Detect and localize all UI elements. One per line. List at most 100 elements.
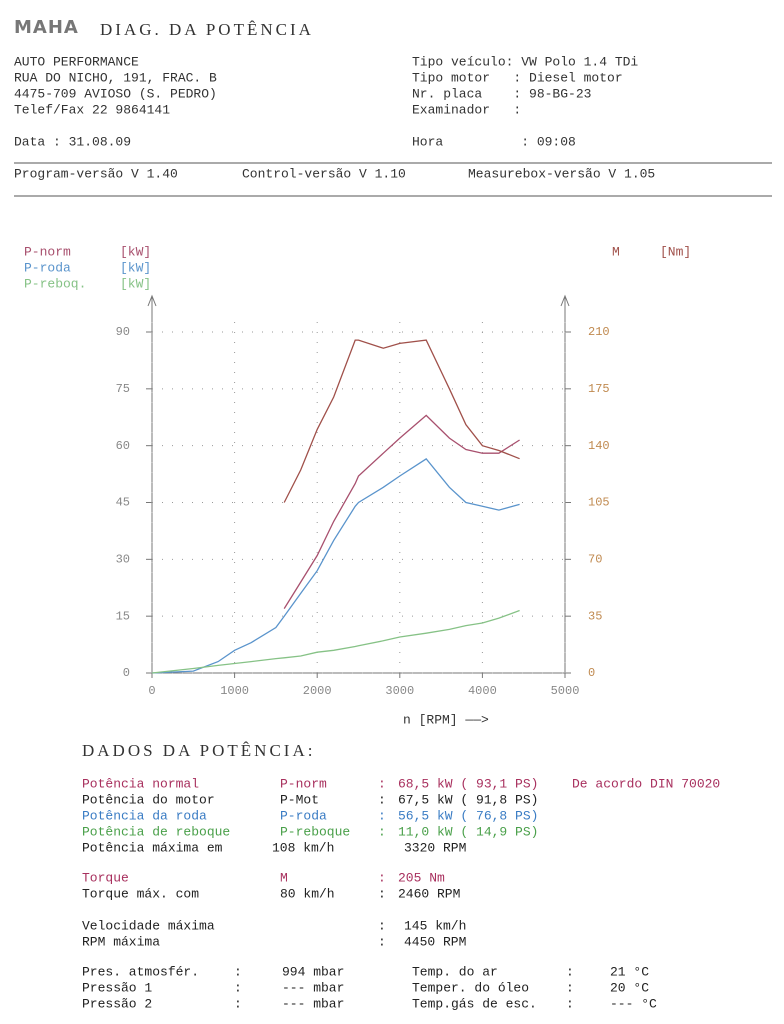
y2-tick-label: 210	[588, 325, 610, 339]
result-cell: --- mbar	[282, 980, 344, 995]
version: Measurebox-versão V 1.05	[468, 166, 655, 181]
result-cell: Temper. do óleo	[412, 980, 529, 995]
result-cell: P-roda	[280, 808, 327, 823]
x-tick-label: 2000	[303, 684, 332, 698]
series-line	[151, 609, 520, 674]
result-cell: :	[566, 980, 574, 995]
result-cell: 80 km/h	[280, 886, 335, 901]
legend-unit: [kW]	[120, 276, 151, 291]
result-cell: 11,0 kW ( 14,9 PS)	[398, 824, 538, 839]
x-tick-label: 4000	[468, 684, 497, 698]
result-cell: P-norm	[280, 776, 327, 791]
legend-name: M	[612, 244, 620, 259]
result-cell: P-Mot	[280, 792, 319, 807]
axis	[147, 294, 157, 673]
result-cell: Velocidade máxima	[82, 918, 215, 933]
result-cell: :	[378, 918, 386, 933]
x-axis-label: n [RPM] ——>	[403, 712, 489, 727]
result-cell: 108 km/h	[272, 840, 334, 855]
x-tick-label: 1000	[220, 684, 249, 698]
x-tick-label: 5000	[551, 684, 580, 698]
legend-name: P-roda	[24, 260, 71, 275]
result-cell: :	[566, 996, 574, 1011]
result-cell: De acordo DIN 70020	[572, 776, 720, 791]
result-cell: Torque	[82, 870, 129, 885]
y-tick-label: 60	[116, 439, 130, 453]
version: Program-versão V 1.40	[14, 166, 178, 181]
result-cell: Potência do motor	[82, 792, 215, 807]
result-cell: 21 °C	[610, 964, 649, 979]
y-tick-label: 0	[123, 666, 130, 680]
workshop-line: 4475-709 AVIOSO (S. PEDRO)	[14, 86, 217, 101]
series-line	[151, 458, 520, 674]
result-cell: :	[234, 964, 242, 979]
y-tick-label: 75	[116, 382, 130, 396]
x-tick-label: 0	[148, 684, 155, 698]
time: Hora : 09:08	[412, 134, 576, 149]
title: DIAG. DA POTÊNCIA	[100, 20, 314, 39]
legend-unit: [kW]	[120, 260, 151, 275]
y2-tick-label: 105	[588, 496, 610, 510]
y-tick-label: 15	[116, 609, 130, 623]
result-cell: Potência normal	[82, 776, 199, 791]
result-cell: P-reboque	[280, 824, 350, 839]
y2-tick-label: 35	[588, 609, 602, 623]
result-cell: Pressão 2	[82, 996, 152, 1011]
result-cell: :	[378, 934, 386, 949]
result-cell: --- mbar	[282, 996, 344, 1011]
vehicle-line: Tipo veículo: VW Polo 1.4 TDi	[412, 54, 638, 69]
result-cell: :	[378, 870, 386, 885]
y-tick-label: 45	[116, 496, 130, 510]
legend-name: P-norm	[24, 244, 71, 259]
legend-unit: [Nm]	[660, 244, 691, 259]
result-cell: 20 °C	[610, 980, 649, 995]
result-cell: 2460 RPM	[398, 886, 460, 901]
result-cell: Temp.gás de esc.	[412, 996, 537, 1011]
y-tick-label: 90	[116, 325, 130, 339]
series-line	[283, 339, 520, 503]
section-title: DADOS DA POTÊNCIA:	[82, 741, 315, 760]
result-cell: --- °C	[610, 996, 657, 1011]
date: Data : 31.08.09	[14, 134, 131, 149]
result-cell: :	[234, 996, 242, 1011]
result-cell: Torque máx. com	[82, 886, 199, 901]
y2-tick-label: 0	[588, 666, 595, 680]
vehicle-line: Nr. placa : 98-BG-23	[412, 86, 591, 101]
result-cell: Temp. do ar	[412, 964, 498, 979]
result-cell: :	[566, 964, 574, 979]
result-cell: 3320 RPM	[404, 840, 466, 855]
result-cell: 56,5 kW ( 76,8 PS)	[398, 808, 538, 823]
legend-name: P-reboq.	[24, 276, 86, 291]
result-cell: Pressão 1	[82, 980, 152, 995]
result-cell: :	[378, 776, 386, 791]
y2-tick-label: 70	[588, 553, 602, 567]
version: Control-versão V 1.10	[242, 166, 406, 181]
workshop-line: Telef/Fax 22 9864141	[14, 102, 170, 117]
result-cell: Potência máxima em	[82, 840, 223, 855]
result-cell: 994 mbar	[282, 964, 344, 979]
y-tick-label: 30	[116, 553, 130, 567]
legend-unit: [kW]	[120, 244, 151, 259]
y2-tick-label: 175	[588, 382, 610, 396]
result-cell: :	[378, 824, 386, 839]
result-cell: 145 km/h	[404, 918, 466, 933]
result-cell: Potência da roda	[82, 808, 207, 823]
vehicle-line: Tipo motor : Diesel motor	[412, 70, 623, 85]
workshop-line: AUTO PERFORMANCE	[14, 54, 139, 69]
y2-tick-label: 140	[588, 439, 610, 453]
result-cell: 68,5 kW ( 93,1 PS)	[398, 776, 538, 791]
x-tick-label: 3000	[385, 684, 414, 698]
result-cell: :	[234, 980, 242, 995]
result-cell: 67,5 kW ( 91,8 PS)	[398, 792, 538, 807]
result-cell: Potência de reboque	[82, 824, 230, 839]
result-cell: RPM máxima	[82, 934, 160, 949]
series-line	[283, 414, 520, 609]
result-cell: Pres. atmosfér.	[82, 964, 199, 979]
result-cell: 4450 RPM	[404, 934, 466, 949]
workshop-line: RUA DO NICHO, 191, FRAC. B	[14, 70, 217, 85]
result-cell: 205 Nm	[398, 870, 445, 885]
vehicle-line: Examinador :	[412, 102, 521, 117]
result-cell: :	[378, 886, 386, 901]
result-cell: M	[280, 870, 288, 885]
